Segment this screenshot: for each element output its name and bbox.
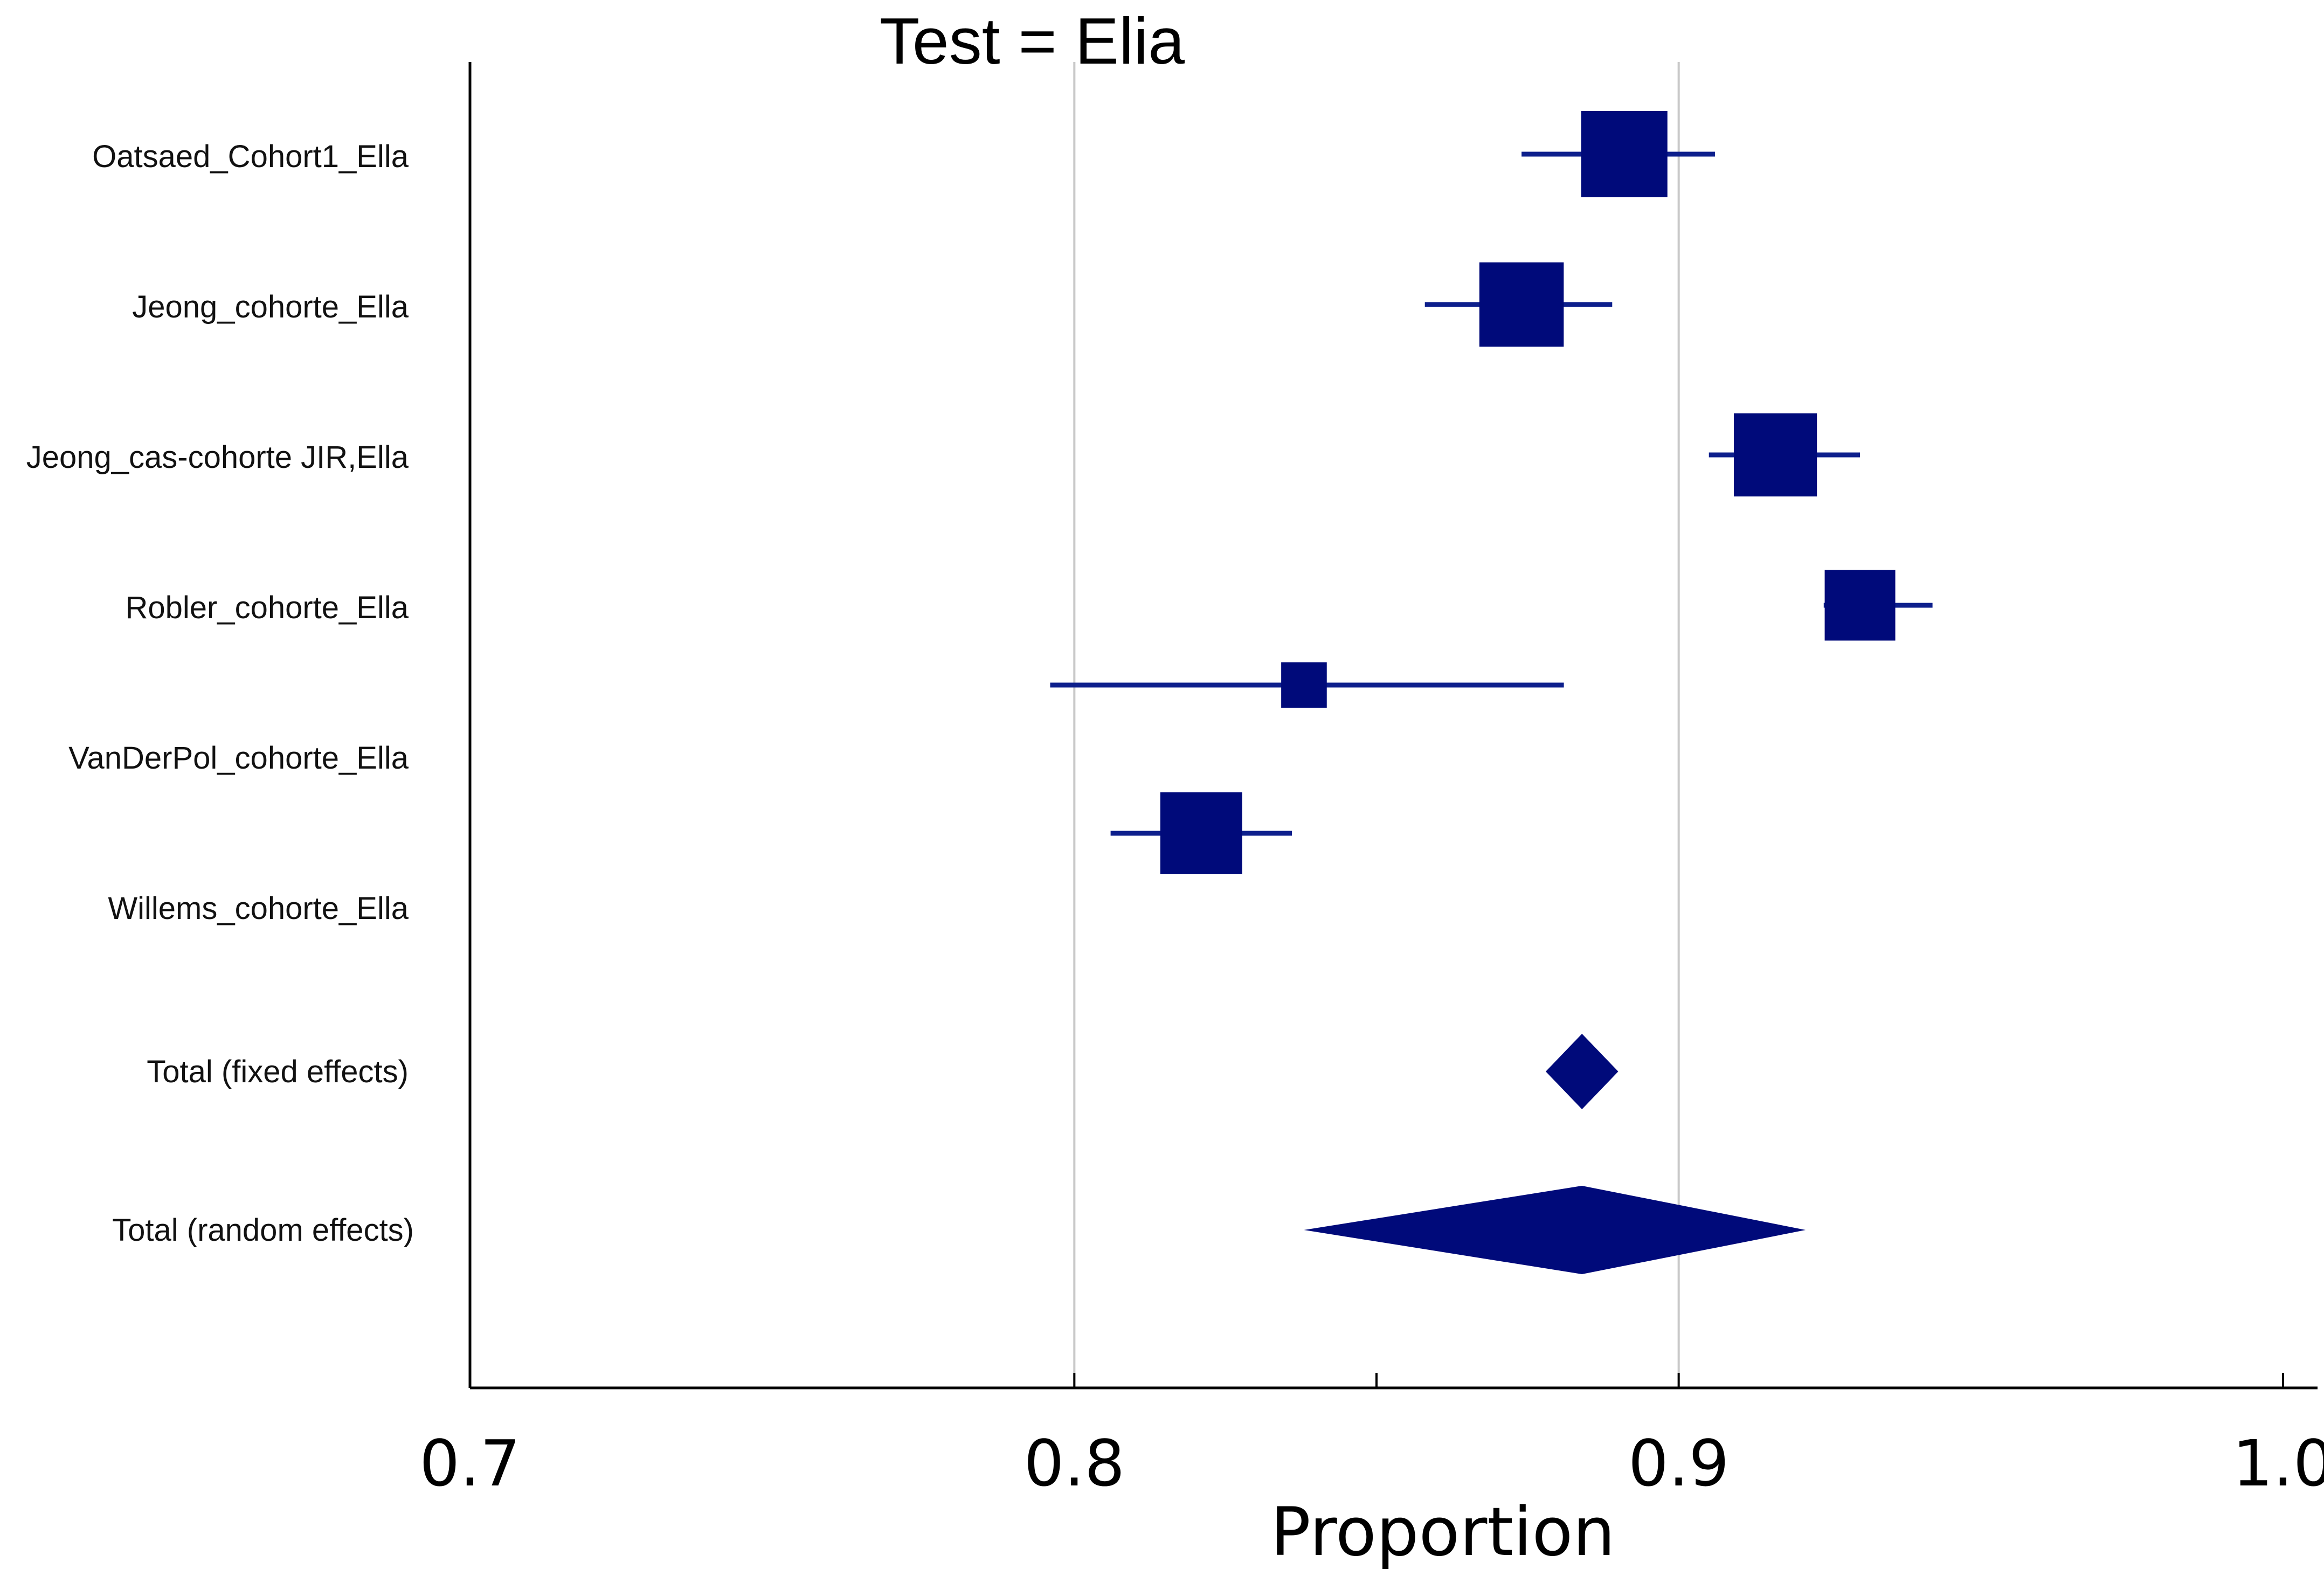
summary-label: Total (fixed effects) [147, 1054, 409, 1089]
study-label: Jeong_cas-cohorte JIR,Ella [26, 440, 409, 475]
x-tick-label: 0.7 [419, 1426, 521, 1501]
x-tick-label: 0.8 [1023, 1426, 1125, 1501]
chart-title: Test = Elia [880, 4, 1185, 78]
point-estimate-box [1581, 111, 1668, 197]
point-estimate-box [1733, 413, 1817, 497]
point-estimate-box [1281, 662, 1327, 708]
study-label: Oatsaed_Cohort1_Ella [92, 139, 409, 174]
x-tick-label: 0.9 [1628, 1426, 1730, 1501]
x-tick-label: 1.0 [2232, 1426, 2324, 1501]
point-estimate-box [1824, 570, 1896, 641]
summary-marks [1304, 1034, 1806, 1274]
study-labels: Oatsaed_Cohort1_Ella Jeong_cohorte_Ella Je… [26, 139, 414, 1248]
axes [468, 62, 2318, 1390]
x-axis-title: Proportion [1270, 1494, 1615, 1571]
study-label: Jeong_cohorte_Ella [132, 289, 409, 324]
summary-diamond [1304, 1186, 1806, 1274]
point-estimate-box [1479, 262, 1564, 347]
summary-diamond [1545, 1034, 1618, 1109]
study-label: VanDerPol_cohorte_Ella [68, 741, 409, 776]
x-axis-ticks: 0.7 0.8 0.9 1.0 [419, 1373, 2324, 1501]
point-estimate-box [1160, 792, 1242, 874]
grid-lines [1073, 62, 1680, 1388]
study-marks [1050, 111, 1933, 874]
summary-label: Total (random effects) [112, 1213, 414, 1248]
study-label: Robler_cohorte_Ella [125, 590, 409, 625]
study-label: Willems_cohorte_Ella [108, 891, 409, 926]
